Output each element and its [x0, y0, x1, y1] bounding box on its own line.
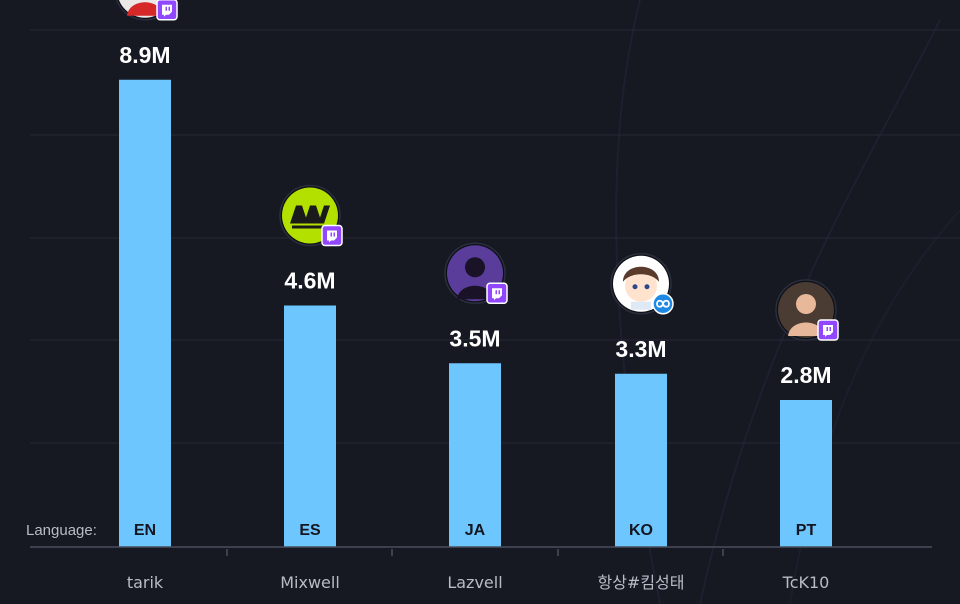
- x-tick-label: Mixwell: [280, 573, 340, 592]
- x-tick-label: tarik: [127, 573, 164, 592]
- twitch-icon: [156, 0, 178, 21]
- x-tick-label: Lazvell: [447, 573, 502, 592]
- language-code: KO: [629, 522, 653, 539]
- avatar-tarik: [116, 0, 178, 21]
- bar-lazvell: [449, 363, 501, 547]
- data-label: 3.5M: [449, 325, 500, 351]
- bars: [119, 79, 832, 547]
- twitch-icon: [486, 282, 508, 304]
- x-axis: [30, 546, 932, 556]
- avatar-mixwell: [279, 184, 343, 247]
- labels: Language: EN tarik 8.9M ES Mixwell 4.6M JA Lazve…: [26, 42, 832, 592]
- avatar-lazvell: [444, 242, 508, 304]
- avatars: [116, 0, 839, 341]
- bar-mixwell: [284, 305, 336, 547]
- data-label: 8.9M: [119, 42, 170, 68]
- data-label: 3.3M: [615, 336, 666, 362]
- language-code: PT: [796, 522, 817, 539]
- infinity-icon: [652, 293, 674, 315]
- language-code: JA: [465, 522, 486, 539]
- language-label: Language:: [26, 522, 97, 539]
- bar-: [615, 373, 667, 547]
- language-code: ES: [299, 522, 321, 539]
- twitch-icon: [817, 319, 839, 341]
- bar-tck10: [780, 400, 832, 547]
- avatar-tck10: [775, 279, 839, 341]
- gridlines: [30, 29, 960, 444]
- x-tick-label: 항상#킴성태: [597, 573, 684, 592]
- twitch-icon: [321, 224, 343, 247]
- language-code: EN: [134, 522, 156, 539]
- bar-tarik: [119, 79, 171, 547]
- data-label: 2.8M: [780, 362, 831, 388]
- avatar-kimsungtae: [610, 253, 674, 315]
- x-tick-label: TcK10: [782, 573, 830, 592]
- data-label: 4.6M: [284, 268, 335, 294]
